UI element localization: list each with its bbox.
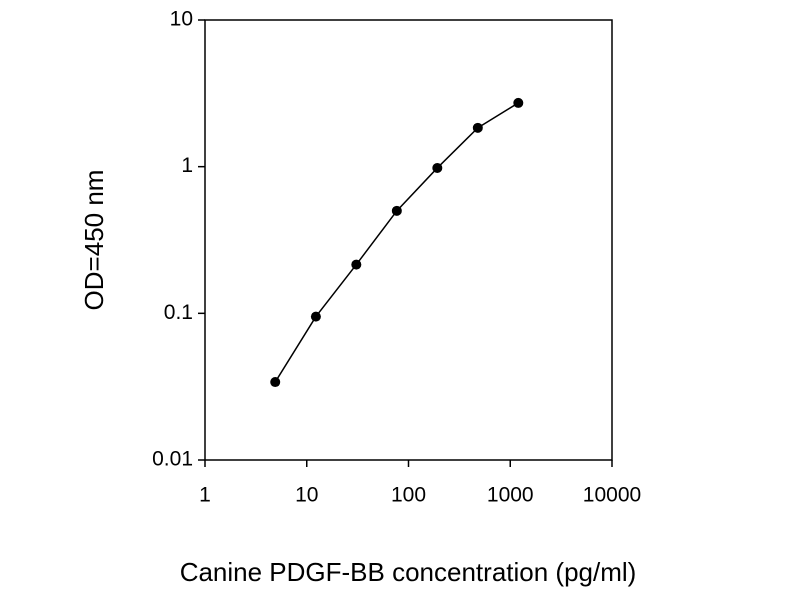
x-tick-label: 10 <box>295 484 318 507</box>
data-point <box>351 259 362 270</box>
x-tick-label: 10000 <box>583 484 641 507</box>
y-tick-label: 0.01 <box>152 448 193 471</box>
series-line <box>274 102 519 383</box>
data-point <box>472 122 483 133</box>
plot-frame <box>204 19 613 461</box>
x-tick-label: 1 <box>199 484 211 507</box>
data-point <box>432 162 443 173</box>
x-tick-label: 1000 <box>487 484 534 507</box>
y-tick-label: 0.1 <box>164 301 193 324</box>
x-tick-label: 100 <box>391 484 426 507</box>
data-point <box>270 377 281 388</box>
data-point <box>310 311 321 322</box>
y-tick-label: 1 <box>181 154 193 177</box>
y-tick-label: 10 <box>170 8 193 31</box>
x-axis-label: Canine PDGF-BB concentration (pg/ml) <box>180 557 637 587</box>
data-point <box>513 97 524 108</box>
y-axis-label: OD=450 nm <box>79 170 109 311</box>
data-point <box>391 205 402 216</box>
